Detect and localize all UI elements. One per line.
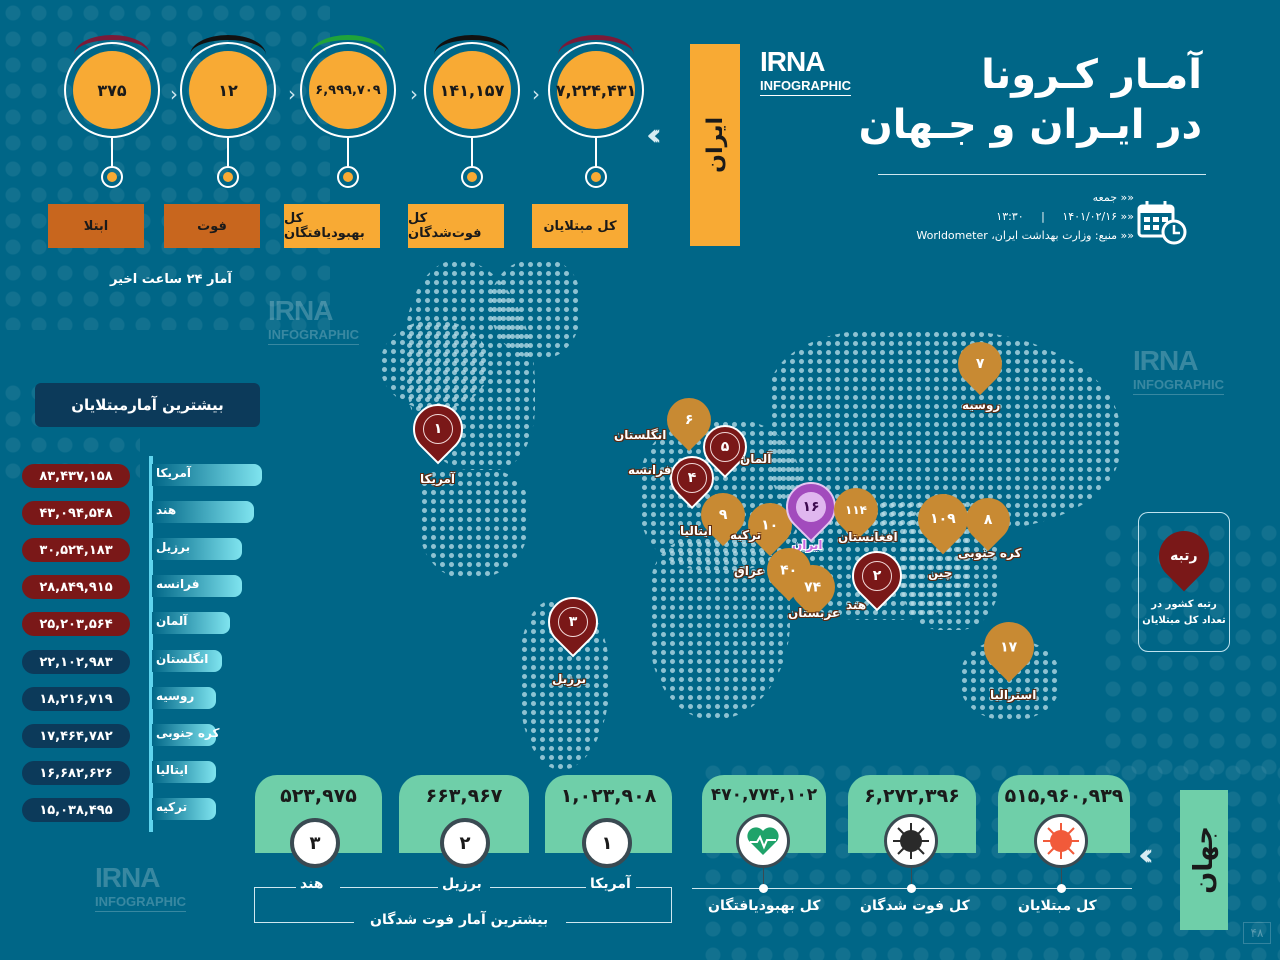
map-label-south-korea: کره جنوبی: [958, 546, 1022, 560]
map-label-russia: روسیه: [962, 398, 1001, 412]
irna-watermark: IRNA INFOGRAPHIC: [1133, 345, 1224, 395]
map-label-brazil: برزیل: [552, 672, 587, 686]
date-info: «« جمعه «« ۱۴۰۱/۰۲/۱۶ | ۱۳:۳۰ «« منبع: و…: [916, 191, 1134, 242]
map-legend: رتبه رتبه کشور در تعداد کل مبتلایان: [1138, 512, 1230, 652]
map-label-turkey: ترکیه: [730, 528, 762, 542]
stat-label: کل بهبودیافتگان: [284, 204, 380, 248]
iran-section-tab: ایران: [690, 44, 740, 246]
map-label-saudi: عربستان: [788, 606, 841, 620]
page-title: آمـار کـرونا در ایـران و جـهان: [858, 52, 1202, 148]
calendar-clock-icon: [1137, 201, 1187, 245]
world-section-tab: جهان: [1180, 790, 1228, 930]
list-item: ۳۰,۵۲۴,۱۸۳ برزیل: [22, 538, 262, 562]
source-label: منبع: وزارت بهداشت ایران، Worldometer: [916, 229, 1118, 242]
stat-value: ۳۷۵: [73, 51, 151, 129]
timeline-dot: [1057, 884, 1066, 893]
map-label-france: فرانسه: [628, 463, 672, 477]
legend-pin-icon: رتبه: [1148, 520, 1220, 592]
list-item: ۸۳,۴۳۷,۱۵۸ آمریکا: [22, 464, 262, 488]
iran-stat-total-deaths: ۱۴۱,۱۵۷ کل فوت‌شدگان: [408, 35, 544, 252]
stat-label: فوت: [164, 204, 260, 248]
death-card-india: ۵۲۳,۹۷۵: [255, 775, 382, 853]
rank-badge: ۱: [582, 818, 632, 868]
iran-stat-new-deaths: ۱۲ فوت: [164, 35, 300, 252]
stat-value: ۱۴۱,۱۵۷: [433, 51, 511, 129]
iran-stat-total-recovered: ۶,۹۹۹,۷۰۹ کل بهبودیافتگان: [284, 35, 420, 252]
stat-label: ابتلا: [48, 204, 144, 248]
last-24h-caption: آمار ۲۴ ساعت اخیر: [110, 272, 232, 287]
map-label-england: انگلستان: [614, 428, 667, 442]
connector-dot: [337, 166, 359, 188]
list-item: ۴۳,۰۹۴,۵۴۸ هند: [22, 501, 262, 525]
map-label-iran: ایران: [792, 538, 823, 552]
stat-value: ۷,۲۲۴,۴۳۱: [556, 51, 636, 129]
stat-label: کل مبتلایان: [532, 204, 628, 248]
map-label-iraq: عراق: [734, 564, 765, 578]
time-label: ۱۳:۳۰: [996, 210, 1024, 223]
list-item: ۱۶,۶۸۲,۶۲۶ ایتالیا: [22, 761, 262, 785]
bg-dot-pattern: [0, 0, 330, 330]
list-item: ۱۸,۲۱۶,۷۱۹ روسیه: [22, 687, 262, 711]
chevron-right-icon: ›: [288, 82, 296, 106]
top-deaths-title: بیشترین آمار فوت شدگان: [370, 912, 549, 928]
virus-black-icon: [884, 814, 938, 868]
virus-red-icon: [1034, 814, 1088, 868]
irna-watermark: IRNA INFOGRAPHIC: [95, 862, 186, 912]
connector-dot: [461, 166, 483, 188]
connector-dot: [585, 166, 607, 188]
list-item: ۲۸,۸۴۹,۹۱۵ فرانسه: [22, 575, 262, 599]
day-label: جمعه: [1092, 191, 1118, 204]
map-label-germany: آلمان: [740, 452, 772, 466]
map-label-afghanistan: افغانستان: [838, 530, 898, 544]
rank-badge: ۳: [290, 818, 340, 868]
rank-badge: ۲: [440, 818, 490, 868]
map-label-india: هند: [846, 598, 867, 612]
chevron-right-icon: ›: [532, 82, 540, 106]
iran-stat-total-cases: ۷,۲۲۴,۴۳۱ کل مبتلایان: [532, 35, 668, 252]
map-label-italy: ایتالیا: [680, 524, 712, 538]
map-label-usa: آمریکا: [420, 472, 455, 486]
double-chevron-left-icon: ‹‹‹: [1138, 838, 1154, 873]
irna-watermark: IRNA INFOGRAPHIC: [268, 295, 359, 345]
top-infections-title: بیشترین آمارمبتلایان: [35, 383, 260, 427]
list-item: ۱۷,۴۶۴,۷۸۲ کره جنوبی: [22, 724, 262, 748]
title-divider: [878, 174, 1206, 175]
list-item: ۱۵,۰۳۸,۴۹۵ ترکیه: [22, 798, 262, 822]
ring-arc: [74, 35, 150, 55]
page-number: ۴۸: [1243, 922, 1271, 944]
irna-logo: IRNA INFOGRAPHIC: [760, 46, 851, 96]
iran-stat-new-cases: ۳۷۵ ابتلا: [48, 35, 184, 252]
chevron-right-icon: ›: [170, 82, 178, 106]
chevron-right-icon: ›: [410, 82, 418, 106]
list-item: ۲۵,۲۰۳,۵۶۴ آلمان: [22, 612, 262, 636]
double-chevron-left-icon: ‹‹‹: [646, 118, 662, 153]
stat-label: کل فوت‌شدگان: [408, 204, 504, 248]
connector-dot: [217, 166, 239, 188]
date-label: ۱۴۰۱/۰۲/۱۶: [1062, 210, 1118, 223]
stat-value: ۶,۹۹۹,۷۰۹: [309, 51, 387, 129]
map-label-australia: استرالیا: [990, 688, 1037, 702]
map-label-china: چین: [928, 566, 953, 580]
timeline-dot: [759, 884, 768, 893]
timeline-dot: [907, 884, 916, 893]
heart-pulse-icon: [736, 814, 790, 868]
connector-dot: [101, 166, 123, 188]
stat-value: ۱۲: [189, 51, 267, 129]
list-item: ۲۲,۱۰۲,۹۸۳ انگلستان: [22, 650, 262, 674]
ring: [64, 42, 160, 138]
